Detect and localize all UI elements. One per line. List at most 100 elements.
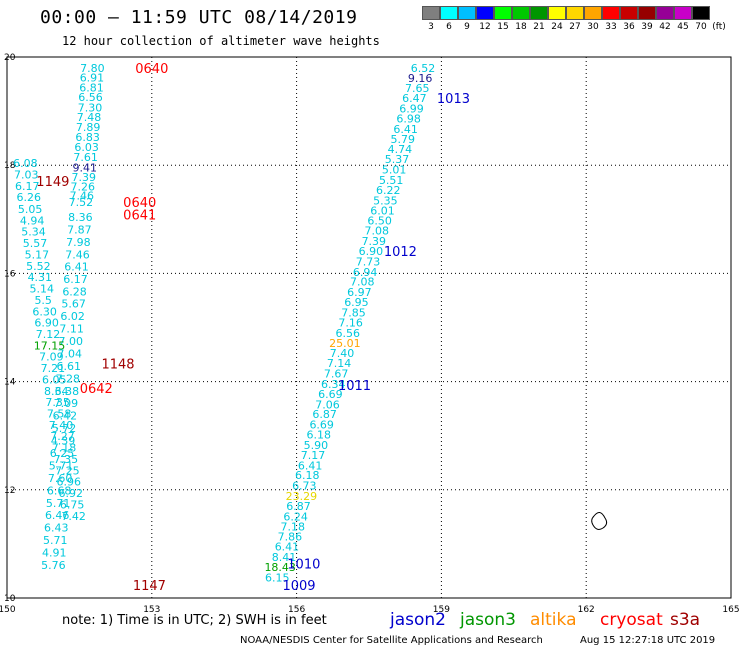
colorbar-swatch	[548, 6, 566, 20]
swh-value: 6.99	[399, 102, 424, 115]
pass-time-label: 1009	[282, 579, 315, 594]
x-tick-label: 156	[288, 605, 305, 615]
swh-value: 5.52	[26, 260, 51, 273]
colorbar-label: 36	[623, 22, 635, 32]
swh-value: 17.15	[34, 339, 66, 352]
swh-value: 7.39	[71, 171, 96, 184]
colorbar-label: 42	[659, 22, 671, 32]
swh-value: 6.83	[75, 131, 100, 144]
pass-time-label: 1010	[287, 557, 320, 572]
colorbar-label: 3	[428, 22, 434, 32]
swh-value: 7.25	[55, 464, 80, 477]
swh-value: 4.74	[388, 143, 413, 156]
swh-value: 6.15	[265, 571, 290, 584]
pass-time-label: 0642	[80, 382, 113, 397]
colorbar-label: 9	[464, 22, 470, 32]
colorbar-label: 27	[569, 22, 581, 32]
swh-value: 6.52	[411, 62, 436, 75]
swh-value: 9.41	[72, 161, 97, 174]
swh-value: 7.89	[76, 121, 101, 134]
swh-value: 4.39	[51, 435, 76, 448]
colorbar-swatch	[584, 6, 602, 20]
plot-frame	[6, 56, 732, 599]
swh-value: 7.46	[70, 189, 95, 202]
legend-item: altika	[530, 610, 577, 630]
colorbar-swatch	[602, 6, 620, 20]
legend-item: s3a	[670, 610, 701, 630]
swh-value: 6.94	[353, 266, 378, 279]
y-tick-label: 14	[4, 378, 16, 388]
swh-value: 7.98	[66, 236, 91, 249]
swh-value: 6.34	[321, 378, 346, 391]
swh-value: 6.18	[295, 469, 320, 482]
colorbar-swatch	[674, 6, 692, 20]
swh-value: 7.80	[80, 62, 105, 75]
swh-value: 5.71	[43, 534, 68, 547]
pass-time-label: 0640	[123, 196, 156, 211]
swh-value: 6.24	[283, 510, 308, 523]
swh-value: 7.26	[71, 180, 96, 193]
swh-value: 6.61	[57, 360, 82, 373]
swh-value: 6.42	[53, 410, 78, 423]
swh-value: 23.29	[286, 490, 318, 503]
swh-value: 6.46	[45, 509, 70, 522]
colorbar-label: 15	[497, 22, 509, 32]
swh-value: 6.26	[16, 191, 41, 204]
swh-value: 6.08	[13, 157, 38, 170]
colorbar-labels: 3 6 9 12 15 18 21 24 27 30 33 36 39 42 45 70 (ft)	[422, 22, 728, 32]
legend-item: jason3	[460, 610, 516, 630]
swh-value: 7.73	[356, 255, 381, 268]
footer-credit: NOAA/NESDIS Center for Satellite Applica…	[240, 635, 543, 646]
swh-value: 7.21	[41, 362, 66, 375]
swh-value: 18.43	[264, 561, 296, 574]
swh-value: 5.71	[49, 459, 74, 472]
legend-item: cryosat	[600, 610, 663, 630]
swh-value: 7.85	[341, 306, 366, 319]
colorbar-swatch	[422, 6, 440, 20]
swh-value: 7.40	[49, 419, 74, 432]
colorbar-swatch	[530, 6, 548, 20]
swh-value: 7.65	[405, 82, 430, 95]
chart-title: 00:00 – 11:59 UTC 08/14/2019	[40, 7, 358, 28]
swh-value: 5.17	[25, 248, 50, 261]
swh-value: 6.25	[50, 447, 75, 460]
swh-value: 7.17	[301, 449, 326, 462]
colorbar-label: 39	[641, 22, 653, 32]
colorbar-label: 70	[695, 22, 707, 32]
swh-value: 6.96	[57, 476, 82, 489]
swh-value: 6.17	[63, 273, 88, 286]
swh-value: 6.05	[42, 373, 67, 386]
x-tick-label: 150	[0, 605, 16, 615]
swh-value: 6.68	[47, 484, 72, 497]
swh-value: 7.14	[327, 357, 352, 370]
swh-value: 5.34	[21, 226, 46, 239]
swh-value: 7.39	[362, 235, 387, 248]
swh-value: 6.02	[60, 310, 85, 323]
pass-time-label: 1011	[338, 379, 371, 394]
footer-note: note: 1) Time is in UTC; 2) SWH is in fe…	[62, 613, 327, 628]
swh-value: 7.18	[280, 521, 305, 534]
swh-value: 5.01	[382, 164, 407, 177]
swh-value: 6.41	[275, 541, 300, 554]
swh-value: 5.05	[18, 203, 43, 216]
swh-value: 4.94	[20, 214, 45, 227]
swh-value: 8.36	[68, 211, 93, 224]
colorbar-swatch	[620, 6, 638, 20]
pass-time-label: 1013	[437, 92, 470, 107]
swh-value: 7.27	[50, 430, 75, 443]
colorbar-label: 6	[446, 22, 452, 32]
pass-time-label: 1012	[384, 245, 417, 260]
colorbar-label: 24	[551, 22, 563, 32]
y-tick-label: 16	[4, 269, 16, 279]
swh-value: 6.43	[44, 522, 69, 535]
swh-value: 7.42	[61, 510, 86, 523]
swh-value: 6.01	[370, 205, 395, 218]
colorbar-label: 18	[515, 22, 527, 32]
swh-value: 7.03	[14, 168, 39, 181]
swh-value: 7.09	[54, 397, 79, 410]
colorbar-swatch	[512, 6, 530, 20]
swh-value: 6.03	[74, 141, 99, 154]
swh-value: 6.69	[318, 388, 343, 401]
swh-value: 5.76	[41, 559, 66, 572]
